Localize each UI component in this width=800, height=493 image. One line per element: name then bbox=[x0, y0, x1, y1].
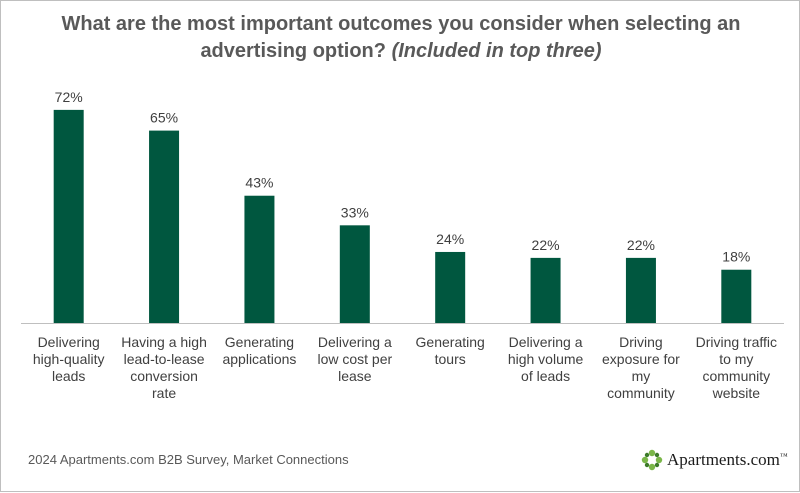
data-label-3: 43% bbox=[245, 175, 273, 191]
category-label-6: Delivering a high volume of leads bbox=[508, 334, 584, 384]
bar-7 bbox=[625, 257, 656, 323]
category-label-4: Delivering a low cost per lease bbox=[317, 334, 392, 384]
category-label-3: Generating applications bbox=[222, 334, 296, 367]
category-label-2: Having a high lead-to-lease conversion rate bbox=[121, 334, 207, 401]
data-label-4: 33% bbox=[341, 204, 369, 220]
chart-title: What are the most important outcomes you… bbox=[21, 11, 781, 65]
chart-subtitle: (Included in top three) bbox=[391, 40, 602, 62]
category-label-8: Driving traffic to my community website bbox=[696, 334, 777, 401]
category-label-5: Generating tours bbox=[416, 334, 485, 367]
apartments-logo-icon bbox=[641, 449, 663, 471]
bar-3 bbox=[244, 195, 275, 323]
data-label-7: 22% bbox=[627, 237, 655, 253]
bar-4 bbox=[339, 225, 370, 323]
apartments-logo: Apartments.com™ bbox=[641, 449, 788, 471]
bar-8 bbox=[721, 269, 752, 323]
data-label-1: 72% bbox=[55, 89, 83, 105]
bar-6 bbox=[530, 257, 561, 323]
data-label-6: 22% bbox=[532, 237, 560, 253]
bar-1 bbox=[53, 109, 84, 323]
data-label-5: 24% bbox=[436, 231, 464, 247]
bar-5 bbox=[435, 251, 466, 323]
chart-title-text: What are the most important outcomes you… bbox=[61, 13, 741, 62]
source-note: 2024 Apartments.com B2B Survey, Market C… bbox=[28, 452, 349, 467]
data-label-2: 65% bbox=[150, 110, 178, 126]
bar-2 bbox=[149, 130, 180, 323]
category-label-1: Delivering high-quality leads bbox=[33, 334, 105, 384]
apartments-logo-text: Apartments.com™ bbox=[667, 450, 788, 469]
data-label-8: 18% bbox=[722, 249, 750, 265]
category-label-7: Driving exposure for my community bbox=[602, 334, 680, 401]
